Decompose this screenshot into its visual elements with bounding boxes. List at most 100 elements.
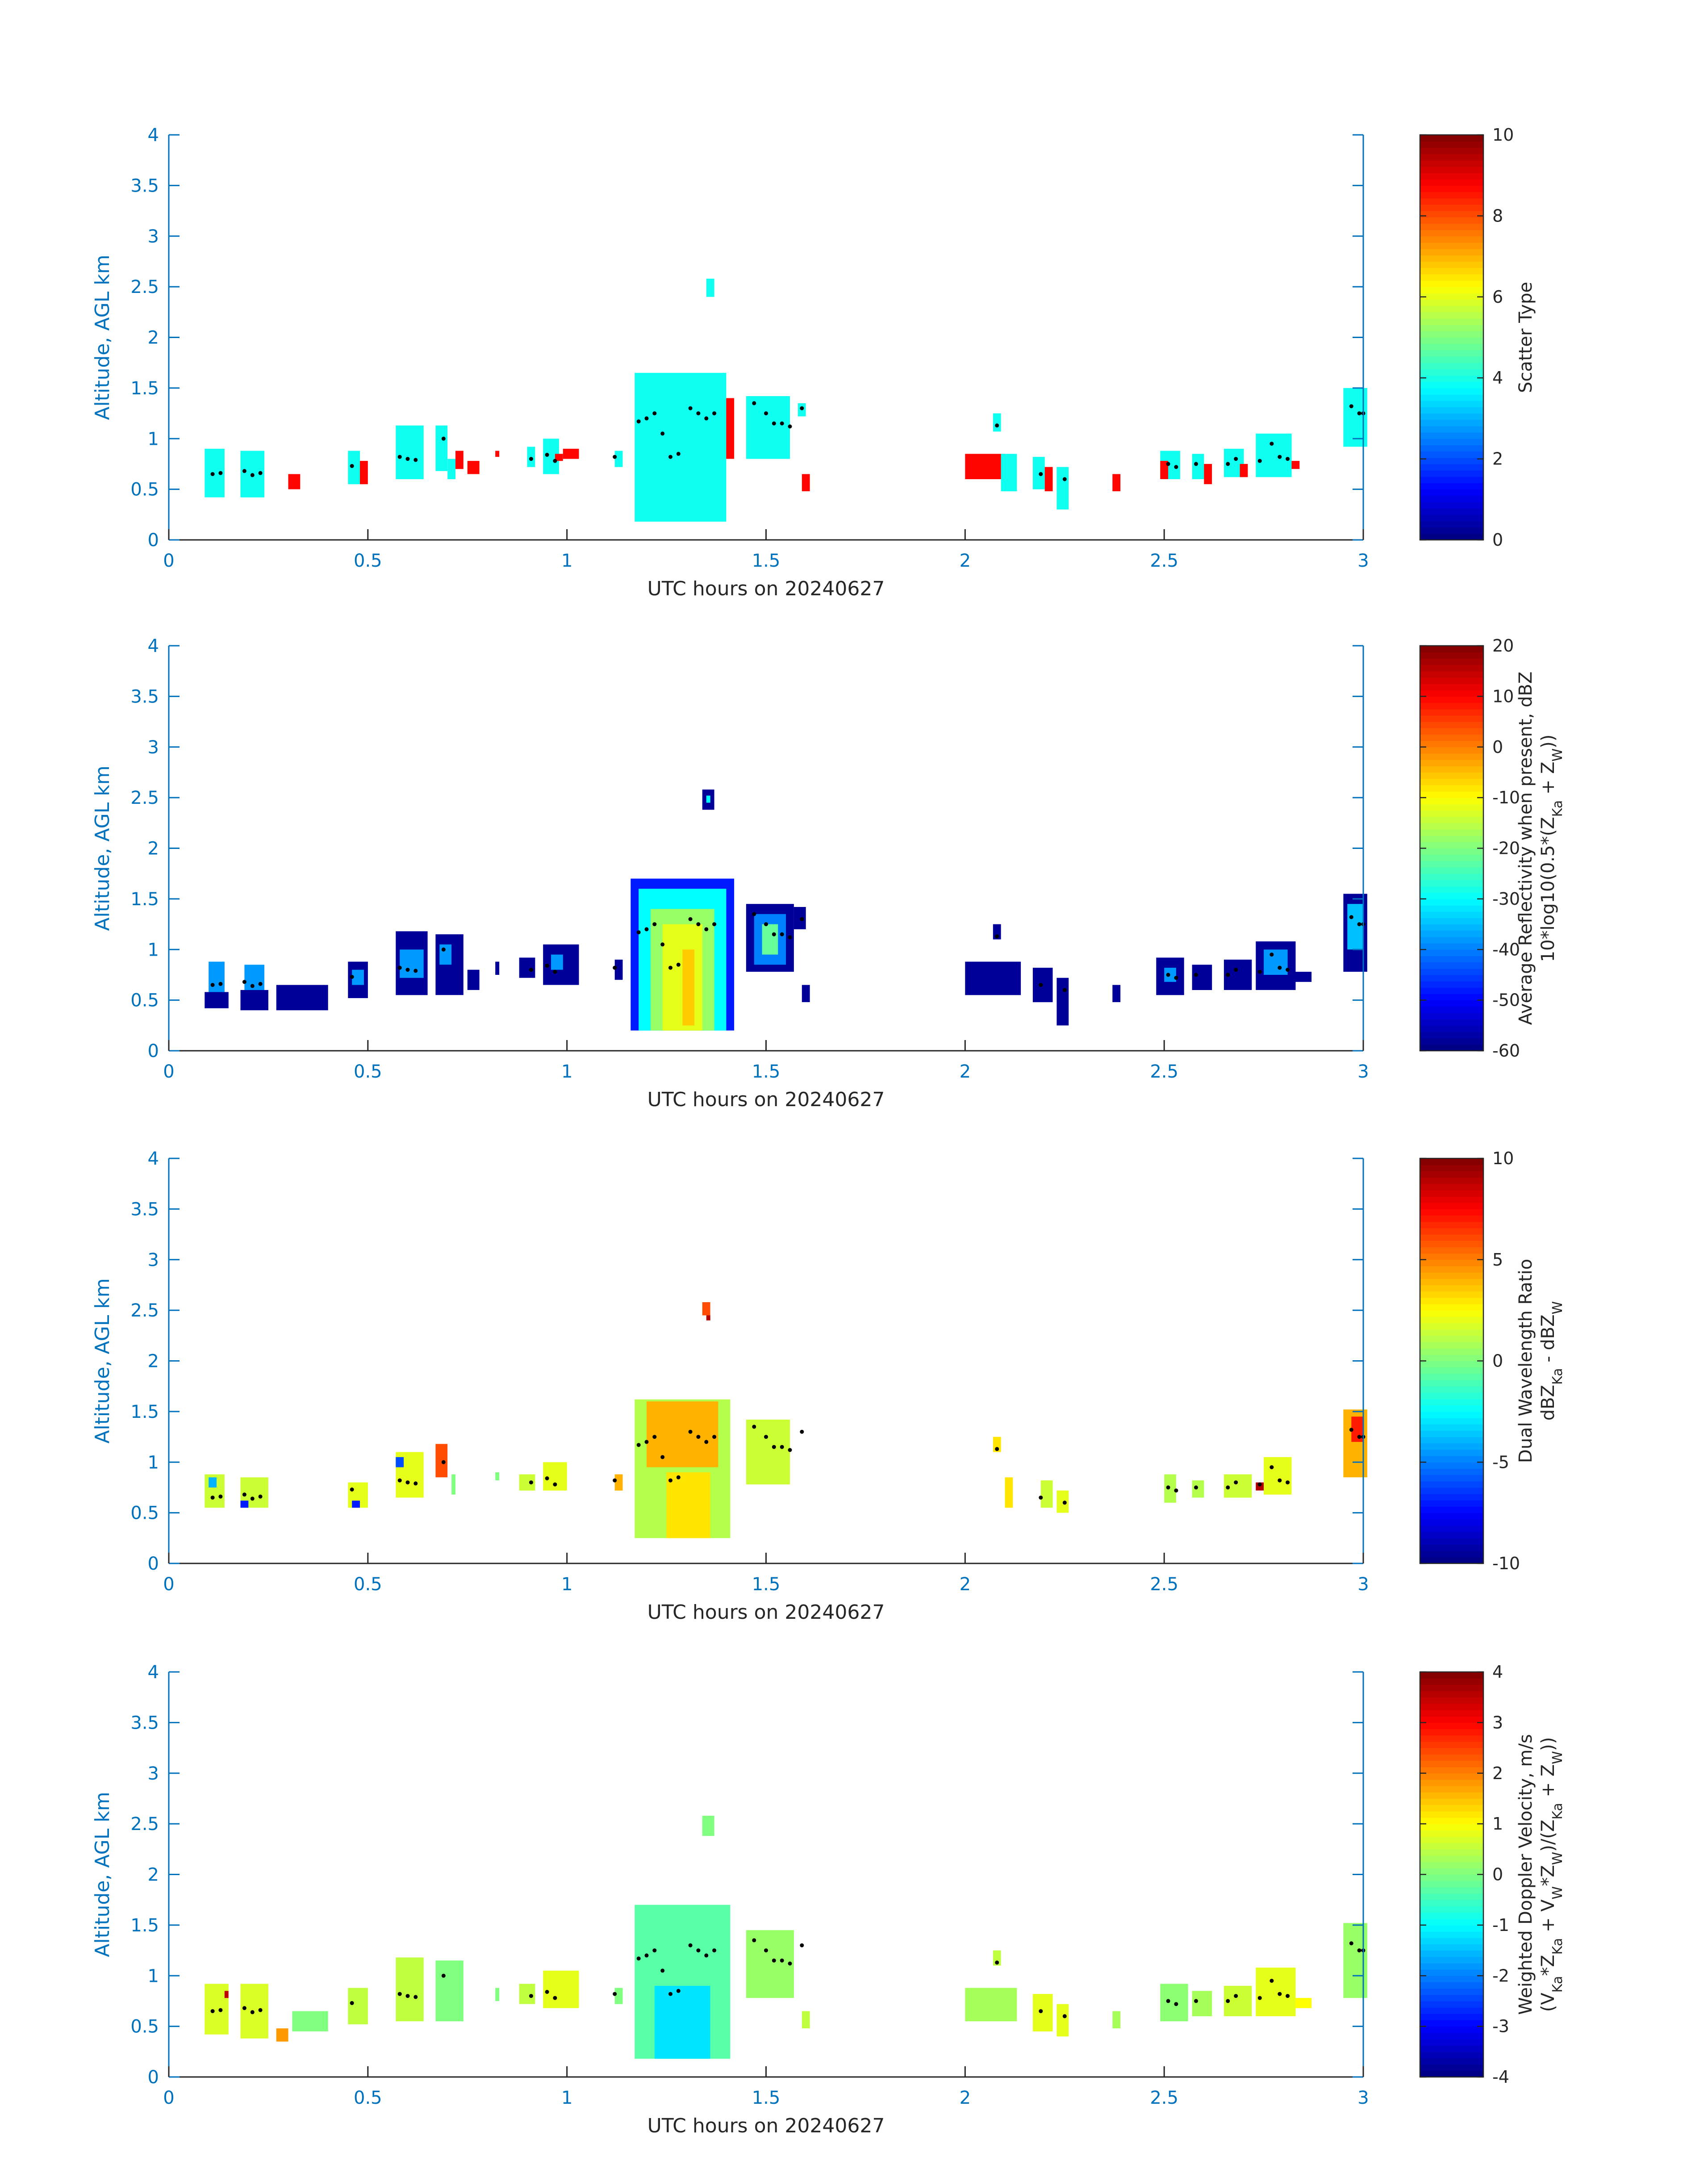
- colorbar: -10 -5 0 5 10 Dual Wavelength Ratio dBZKa - dB…: [1419, 1149, 1566, 1573]
- heatmap-cell-13: [495, 961, 500, 975]
- marker-dot-5: [258, 1494, 263, 1499]
- heatmap-cell-23: [1160, 1984, 1188, 2022]
- marker-dot-7: [397, 1992, 402, 1996]
- marker-dot-27: [772, 932, 776, 936]
- marker-dot-5: [258, 471, 263, 475]
- colorbar-band: [1420, 331, 1483, 338]
- colorbar-band: [1420, 1487, 1483, 1494]
- colorbar-band: [1420, 1165, 1483, 1171]
- colorbar-band: [1420, 236, 1483, 243]
- colorbar-tick-label: -50: [1492, 990, 1520, 1010]
- marker-dot-38: [1234, 1480, 1238, 1485]
- y-tick-label: 2: [148, 1865, 159, 1885]
- colorbar: -4 -3 -2 -1 0 1 2 3 4 Weighted Doppler Velocity, …: [1419, 1662, 1566, 2087]
- x-tick-label: 3: [1357, 1061, 1369, 1082]
- colorbar-band: [1420, 677, 1483, 684]
- colorbar-band: [1420, 867, 1483, 874]
- heatmap-cell-26: [1032, 457, 1045, 489]
- heatmap-cells: [205, 790, 1367, 1031]
- colorbar-band: [1420, 936, 1483, 944]
- colorbar-band: [1420, 740, 1483, 748]
- x-tick-label: 1: [561, 551, 572, 571]
- heatmap-cell-4: [348, 451, 360, 485]
- colorbar-band: [1420, 1754, 1483, 1761]
- colorbar-band: [1420, 1513, 1483, 1520]
- heatmap-cell-8: [396, 1457, 404, 1467]
- marker-dot-42: [1286, 1480, 1290, 1485]
- heatmap-cell-11: [439, 944, 452, 965]
- marker-dot-32: [1039, 1496, 1043, 1500]
- colorbar-band: [1420, 2026, 1483, 2033]
- marker-dot-3: [242, 2006, 246, 2010]
- marker-dot-6: [350, 464, 354, 468]
- y-tick-label: 1: [148, 940, 159, 960]
- heatmap-cell-35: [1240, 464, 1248, 477]
- colorbar-band: [1420, 1544, 1483, 1551]
- heatmap-cell-16: [551, 954, 563, 970]
- heatmap-cell-3: [240, 1984, 268, 2039]
- marker-dot-17: [652, 411, 657, 416]
- y-tick-label: 4: [148, 1149, 159, 1169]
- colorbar-band: [1420, 956, 1483, 963]
- heatmap-cell-6: [396, 425, 424, 479]
- colorbar-band: [1420, 1272, 1483, 1279]
- heatmap-cell-37: [1291, 461, 1300, 469]
- heatmap-cell-40: [1264, 949, 1288, 975]
- marker-dot-20: [676, 1989, 681, 1993]
- colorbar-band: [1420, 476, 1483, 484]
- colorbar-band: [1420, 147, 1483, 155]
- colorbar-band: [1420, 1868, 1483, 1875]
- x-tick-label: 3: [1357, 1574, 1369, 1595]
- marker-dot-39: [1257, 969, 1262, 974]
- x-tick-label: 2: [960, 2088, 971, 2108]
- heatmap-cell-25: [1001, 454, 1017, 492]
- colorbar-band: [1420, 1767, 1483, 1774]
- marker-dot-28: [780, 932, 784, 936]
- colorbar-tick-label: -5: [1492, 1452, 1509, 1472]
- heatmap-cell-17: [666, 1472, 710, 1538]
- colorbar-tick-label: 0: [1492, 1351, 1503, 1371]
- colorbar-band: [1420, 1557, 1483, 1564]
- colorbar-band: [1420, 1900, 1483, 1906]
- marker-dot-29: [788, 1448, 792, 1452]
- heatmap-cell-26: [1256, 1968, 1296, 2016]
- colorbar-band: [1420, 1361, 1483, 1368]
- colorbar-band: [1420, 1373, 1483, 1380]
- colorbar-band: [1420, 715, 1483, 722]
- heatmap-cell-11: [495, 1472, 500, 1480]
- marker-dot-3: [242, 469, 246, 473]
- marker-dot-27: [772, 421, 776, 426]
- colorbar-band: [1420, 1209, 1483, 1216]
- x-tick-label: 0.5: [354, 551, 382, 571]
- colorbar-band: [1420, 880, 1483, 887]
- colorbar-band: [1420, 1703, 1483, 1710]
- y-tick-label: 4: [148, 1662, 159, 1683]
- marker-dot-43: [1349, 1428, 1353, 1432]
- marker-dot-31: [995, 934, 999, 939]
- marker-dot-33: [1062, 2014, 1067, 2018]
- marker-dot-10: [441, 947, 446, 952]
- marker-dot-40: [1270, 1979, 1274, 1983]
- marker-dot-15: [636, 1443, 641, 1447]
- colorbar-band: [1420, 848, 1483, 855]
- heatmap-cell-28: [793, 907, 806, 929]
- colorbar-band: [1420, 1969, 1483, 1976]
- marker-dot-1: [210, 983, 215, 987]
- heatmap-cell-26: [1192, 1480, 1204, 1498]
- colorbar-band: [1420, 242, 1483, 249]
- heatmap-cell-9: [495, 1988, 500, 2001]
- marker-dot-28: [780, 1445, 784, 1449]
- colorbar-band: [1420, 1722, 1483, 1730]
- marker-dot-42: [1286, 457, 1290, 461]
- y-tick-label: 3.5: [130, 686, 159, 707]
- y-axis-title: Altitude, AGL km: [91, 1792, 114, 1957]
- heatmap-cell-16: [614, 451, 623, 467]
- marker-dot-3: [242, 1492, 246, 1497]
- colorbar-band: [1420, 521, 1483, 528]
- marker-dot-14: [613, 1992, 617, 1996]
- heatmap-cell-7: [435, 425, 448, 471]
- colorbar-band: [1420, 280, 1483, 287]
- marker-dot-15: [636, 419, 641, 424]
- marker-dot-37: [1226, 973, 1230, 977]
- marker-dot-15: [636, 1956, 641, 1961]
